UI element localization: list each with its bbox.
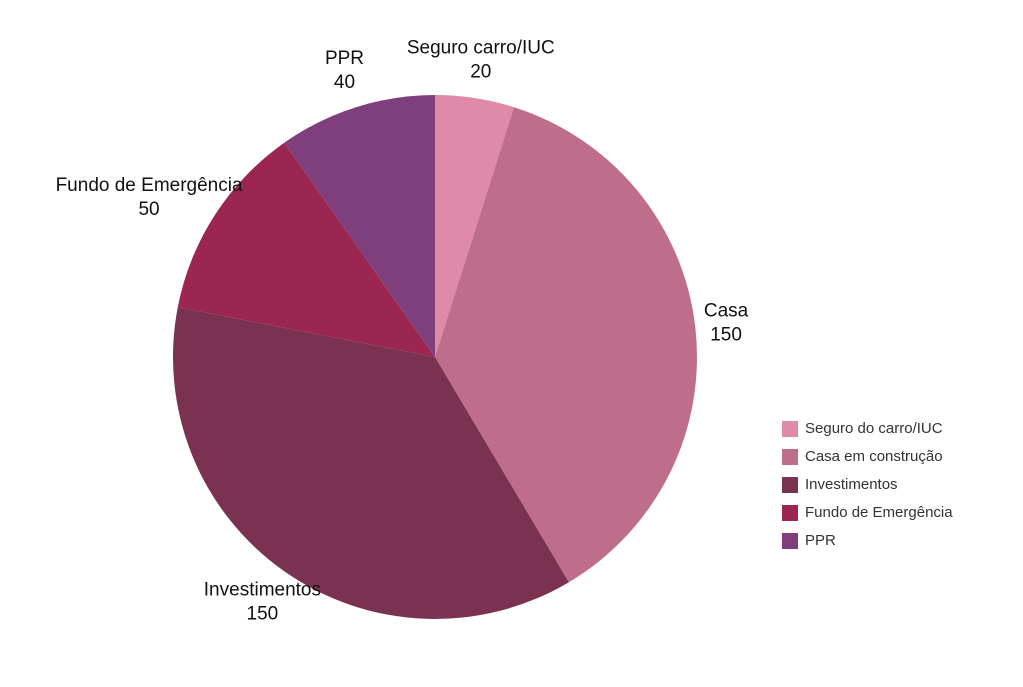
- legend-swatch: [782, 421, 798, 437]
- slice-value: 50: [138, 199, 159, 220]
- slice-value: 40: [334, 72, 355, 93]
- pie-slice: [284, 95, 435, 357]
- legend-swatch: [782, 477, 798, 493]
- slice-label: Fundo de Emergência: [56, 175, 243, 196]
- legend-swatch: [782, 505, 798, 521]
- legend-swatch: [782, 533, 798, 549]
- legend-label: PPR: [805, 532, 836, 549]
- slice-value: 150: [247, 603, 279, 624]
- slice-value: 20: [470, 62, 491, 83]
- pie-slice: [435, 95, 515, 357]
- slice-label: PPR: [325, 48, 364, 69]
- legend-swatch: [782, 449, 798, 465]
- legend-label: Investimentos: [805, 476, 898, 493]
- pie-slice: [173, 307, 569, 619]
- slice-label: Investimentos: [204, 579, 321, 600]
- slice-value: 150: [710, 324, 742, 345]
- pie-slice: [177, 142, 435, 357]
- legend-label: Fundo de Emergência: [805, 504, 953, 521]
- pie-slice: [435, 107, 697, 583]
- slice-label: Casa: [704, 300, 749, 321]
- slice-label: Seguro carro/IUC: [407, 38, 555, 59]
- legend-label: Seguro do carro/IUC: [805, 420, 943, 437]
- legend-label: Casa em construção: [805, 448, 943, 465]
- legend: Seguro do carro/IUC Casa em construção Inv…: [782, 420, 953, 549]
